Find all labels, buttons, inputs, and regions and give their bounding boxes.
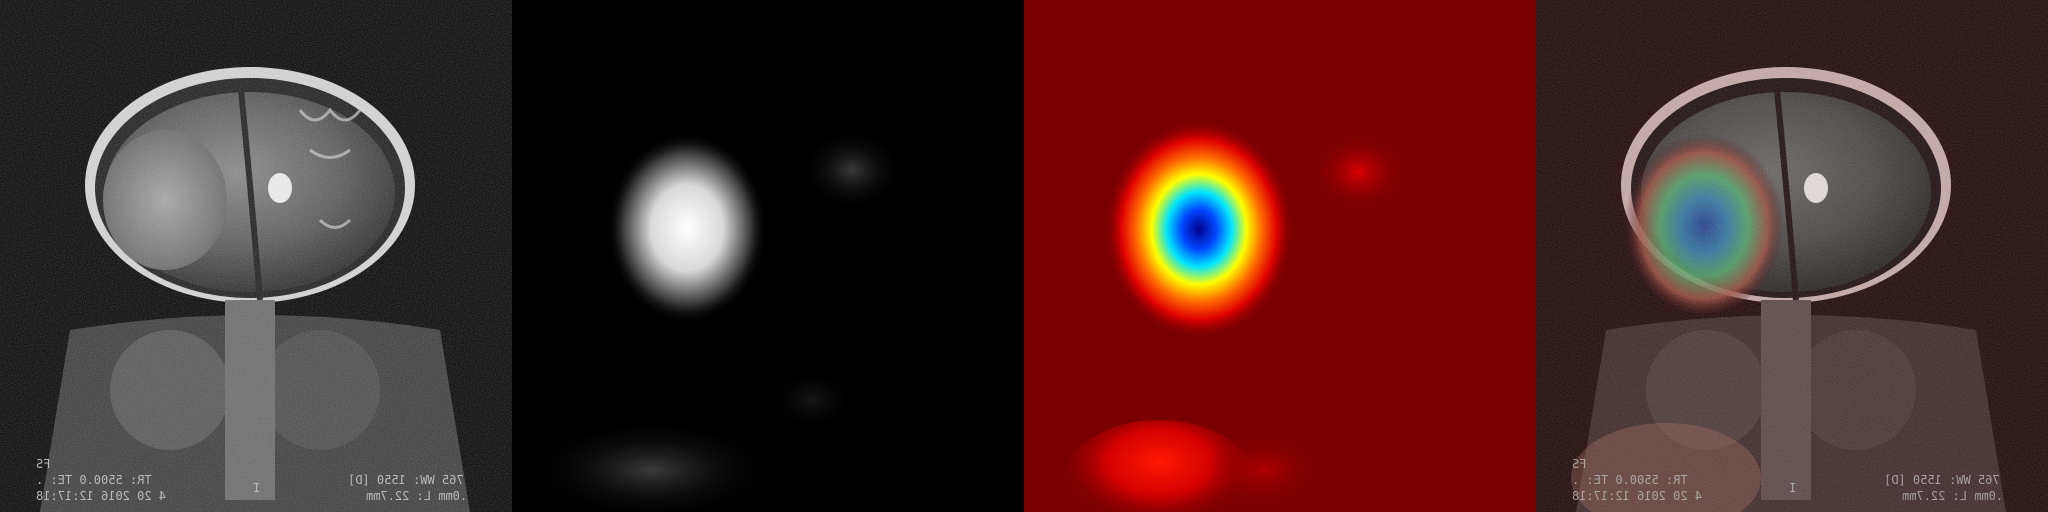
fs-label-overlay: FS — [1572, 457, 1587, 471]
mri-image — [0, 0, 512, 512]
overlay-image — [1536, 0, 2048, 512]
orientation-mark: I — [253, 481, 261, 495]
orientation-mark-overlay: I — [1789, 481, 1797, 495]
activation-jet-panel — [1024, 0, 1536, 512]
date-time-label-overlay: 4 20 2016 12:17:18 — [1572, 489, 1703, 503]
mri-panel: FS TR: 5500.0 TE: . 4 20 2016 12:17:18 I… — [0, 0, 512, 512]
overlay-panel: FS TR: 5500.0 TE: . 4 20 2016 12:17:18 I… — [1536, 0, 2048, 512]
fs-label: FS — [36, 457, 51, 471]
thickness-label-overlay: .0mm L: 22.7mm — [1902, 489, 2004, 503]
date-time-label: 4 20 2016 12:17:18 — [36, 489, 167, 503]
window-label-overlay: 765 WW: 1550 [D] — [1884, 473, 2000, 487]
window-label: 765 WW: 1550 [D] — [348, 473, 464, 487]
activation-gray-image — [512, 0, 1024, 512]
thickness-label: .0mm L: 22.7mm — [366, 489, 468, 503]
activation-jet-image — [1024, 0, 1536, 512]
activation-gray-panel — [512, 0, 1024, 512]
tr-te-label: TR: 5500.0 TE: . — [36, 473, 152, 487]
tr-te-label-overlay: TR: 5500.0 TE: . — [1572, 473, 1688, 487]
